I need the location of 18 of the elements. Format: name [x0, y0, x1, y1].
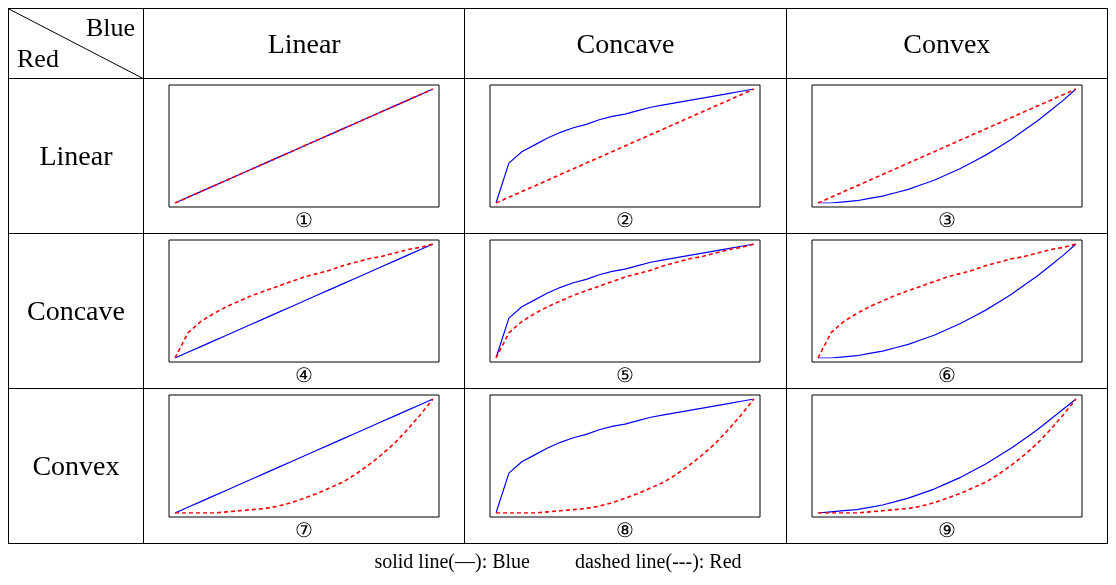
text: Convex — [8, 388, 144, 544]
x-axis-title: ③ — [937, 209, 956, 231]
x-axis-title: ⑥ — [937, 364, 956, 386]
x-axis-title: ⑤ — [616, 364, 635, 386]
text: Concave — [464, 8, 787, 79]
text: Linear — [8, 78, 144, 234]
text: Blue — [85, 13, 135, 43]
x-axis-title: ① — [295, 209, 314, 231]
text: Convex — [786, 8, 1108, 79]
text: Red — [17, 44, 59, 74]
x-axis-title: ④ — [295, 364, 314, 386]
x-axis-title: ② — [616, 209, 635, 231]
text: Concave — [8, 233, 144, 389]
x-axis-title: ⑨ — [937, 519, 956, 541]
x-axis-title: ⑦ — [295, 519, 314, 541]
text: solid line(—): Blue dashed line(---): Red — [373, 550, 743, 573]
text: Linear — [143, 8, 465, 79]
x-axis-title: ⑧ — [616, 519, 635, 541]
